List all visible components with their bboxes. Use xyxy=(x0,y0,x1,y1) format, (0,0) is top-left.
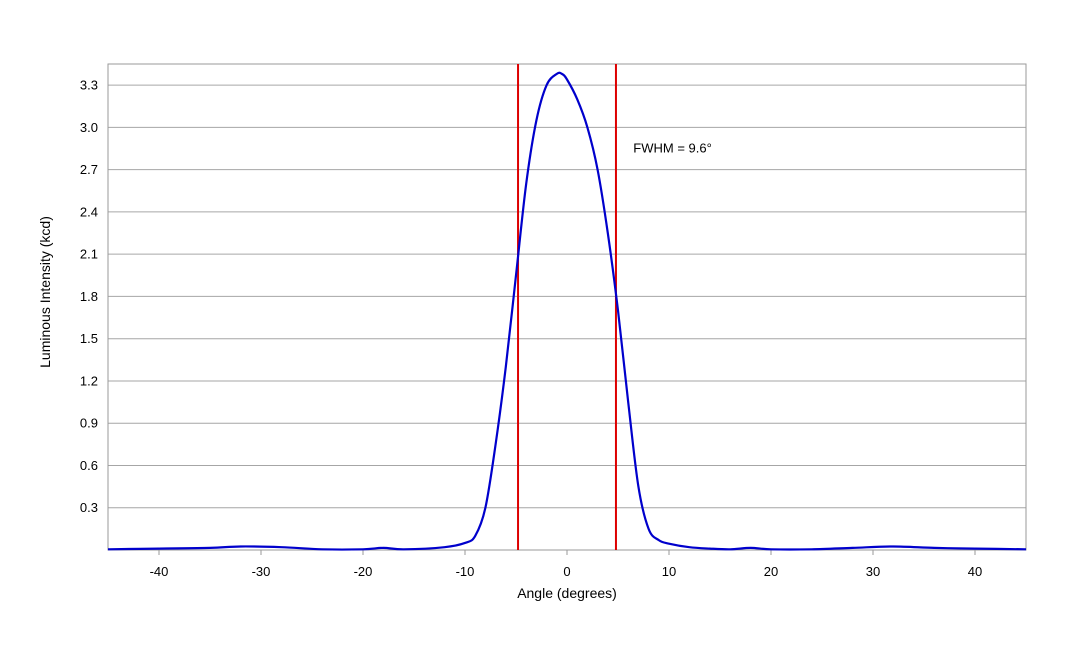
annotations: FWHM = 9.6° xyxy=(633,141,712,156)
x-axis-ticks: -40 -30 -20 -10 0 10 20 30 40 xyxy=(150,550,982,579)
y-tick-label: 3.0 xyxy=(80,120,98,135)
plot-area-background xyxy=(108,64,1026,550)
x-tick-label: -40 xyxy=(150,564,169,579)
gridlines xyxy=(108,84,1026,509)
y-tick-label: 3.3 xyxy=(80,78,98,93)
intensity-curve xyxy=(107,71,1027,551)
y-tick-label: 0.9 xyxy=(80,416,98,431)
x-tick-label: 0 xyxy=(563,564,570,579)
fwhm-lines xyxy=(517,64,617,550)
y-tick-label: 1.5 xyxy=(80,331,98,346)
y-axis-ticks: 0.3 0.6 0.9 1.2 1.5 1.8 2.1 2.4 2.7 3.0 3.3 xyxy=(80,78,98,516)
y-tick-label: 0.6 xyxy=(80,458,98,473)
x-tick-label: 10 xyxy=(662,564,676,579)
y-axis-title: Luminous Intensity (kcd) xyxy=(37,216,53,368)
x-tick-label: -10 xyxy=(456,564,475,579)
x-tick-label: 40 xyxy=(968,564,982,579)
y-tick-label: 0.3 xyxy=(80,500,98,515)
y-tick-label: 1.8 xyxy=(80,289,98,304)
fwhm-annotation: FWHM = 9.6° xyxy=(633,141,712,156)
x-tick-label: -20 xyxy=(354,564,373,579)
x-axis-title: Angle (degrees) xyxy=(517,585,617,601)
y-tick-label: 2.1 xyxy=(80,247,98,262)
y-tick-label: 1.2 xyxy=(80,373,98,388)
x-tick-label: 30 xyxy=(866,564,880,579)
x-tick-label: 20 xyxy=(764,564,778,579)
x-tick-label: -30 xyxy=(252,564,271,579)
series-layer xyxy=(107,71,1027,551)
y-tick-label: 2.7 xyxy=(80,162,98,177)
y-tick-label: 2.4 xyxy=(80,204,98,219)
